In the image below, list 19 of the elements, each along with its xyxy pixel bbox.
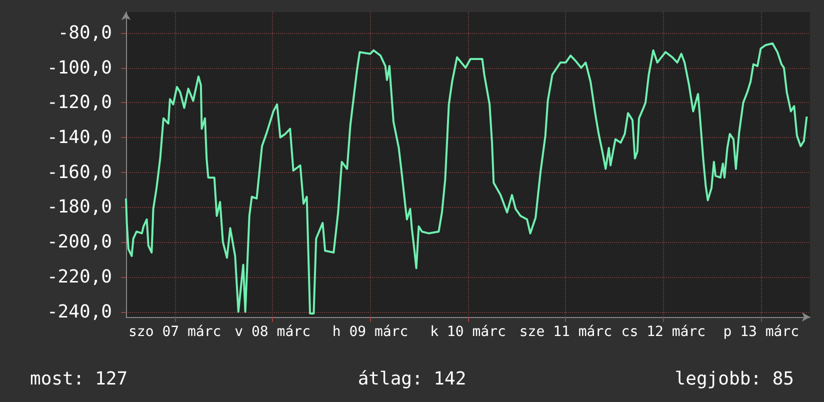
y-tick-label: -220,0: [46, 266, 112, 288]
y-tick-label: -200,0: [46, 232, 112, 253]
y-tick-label: -240,0: [46, 301, 112, 322]
text: most: 127: [30, 368, 128, 390]
x-tick-label: k 10 márc: [430, 324, 506, 340]
x-tick-label: p 13 márc: [723, 324, 800, 340]
y-tick-label: -160,0: [46, 162, 112, 183]
x-tick-label: v 08 márc: [234, 324, 310, 340]
x-tick-label: h 09 márc: [332, 324, 408, 340]
y-tick-label: -180,0: [46, 196, 112, 218]
y-tick-label: -140,0: [46, 126, 112, 148]
x-tick-label: cs 12 márc: [621, 324, 706, 340]
x-tick-label: sze 11 márc: [519, 324, 612, 340]
text: legjobb: 85: [674, 368, 794, 390]
y-tick-label: -120,0: [46, 92, 112, 114]
text: átlag: 142: [358, 368, 466, 390]
x-tick-label: szo 07 márc: [128, 324, 222, 340]
y-tick-label: -80,0: [58, 22, 112, 44]
y-tick-label: -100,0: [46, 57, 112, 78]
